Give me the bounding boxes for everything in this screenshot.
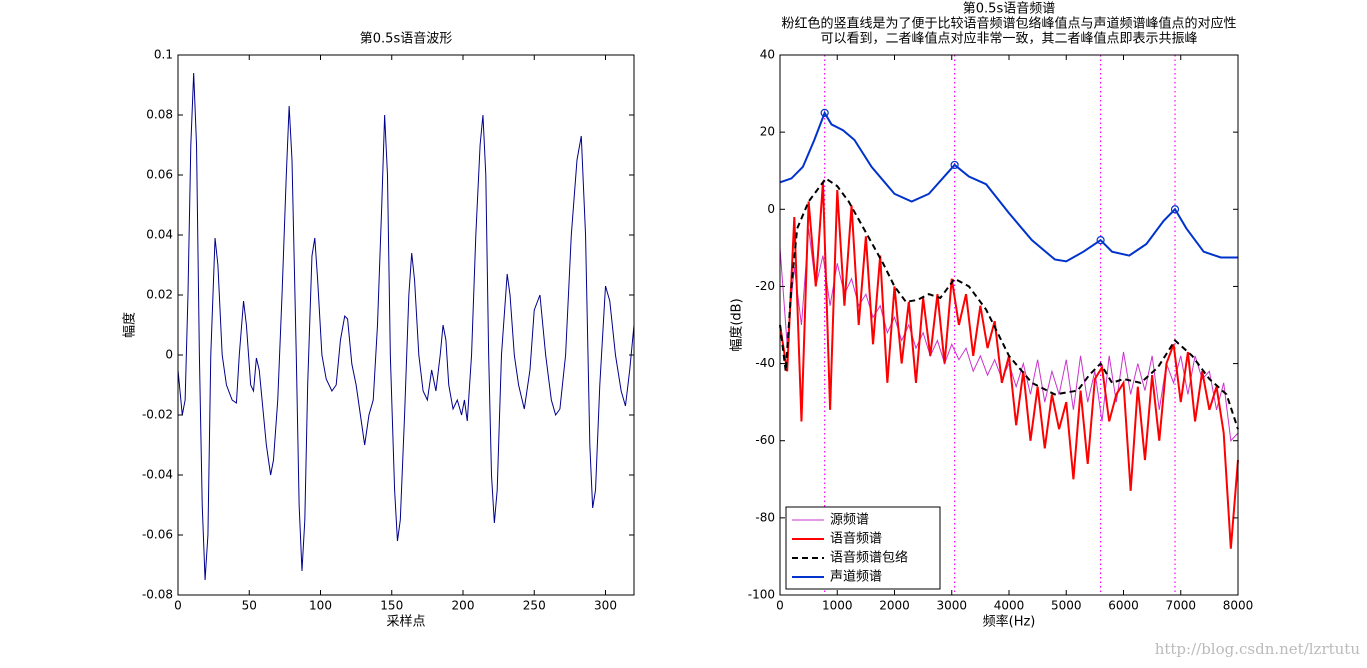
y-tick-label: 20 (760, 125, 775, 139)
watermark: http://blog.csdn.net/lzrtutu (1155, 640, 1361, 658)
y-tick-label: 0.04 (146, 228, 173, 242)
chart-title: 粉红色的竖直线是为了便于比较语音频谱包络峰值点与声道频谱峰值点的对应性 (781, 16, 1236, 32)
peak-marker (1170, 205, 1180, 214)
y-tick-label: 0 (165, 348, 173, 362)
plot-area (178, 55, 634, 595)
y-tick-label: 0 (767, 202, 775, 216)
x-tick-label: 7000 (1165, 599, 1196, 613)
x-tick-label: 8000 (1223, 599, 1254, 613)
y-tick-label: 0.1 (154, 48, 173, 62)
legend-label: 语音频谱包络 (830, 550, 908, 566)
x-tick-label: 200 (452, 599, 475, 613)
y-tick-label: -100 (748, 588, 775, 602)
x-axis-label: 采样点 (386, 615, 425, 630)
x-tick-label: 4000 (994, 599, 1025, 613)
x-tick-label: 50 (242, 599, 257, 613)
y-tick-label: -0.04 (142, 468, 173, 482)
x-tick-label: 250 (523, 599, 546, 613)
chart-title: 第0.5s语音频谱 (963, 1, 1055, 17)
plot-area (780, 55, 1238, 595)
x-axis-label: 频率(Hz) (983, 614, 1036, 630)
y-tick-label: 0.06 (146, 168, 173, 182)
y-tick-label: -0.02 (142, 408, 173, 422)
y-tick-label: -40 (755, 356, 775, 370)
x-tick-label: 0 (776, 599, 784, 613)
peak-marker (950, 160, 959, 170)
x-tick-label: 100 (309, 599, 332, 613)
y-axis-label: 幅度(dB) (729, 298, 745, 351)
x-tick-label: 6000 (1108, 599, 1139, 613)
y-tick-label: -0.08 (142, 588, 173, 602)
x-tick-label: 3000 (936, 599, 967, 613)
axes-frame (177, 54, 635, 596)
peak-marker (1096, 236, 1105, 245)
x-tick-label: 0 (174, 599, 182, 613)
peak-marker (820, 108, 829, 117)
legend-label: 源频谱 (830, 513, 869, 528)
x-tick-label: 300 (594, 599, 617, 613)
x-tick-label: 5000 (1051, 599, 1082, 613)
chart-title: 第0.5s语音波形 (360, 31, 452, 47)
series-line (779, 177, 1239, 430)
y-tick-label: 0.02 (146, 288, 173, 302)
series-line (177, 72, 635, 581)
x-tick-label: 1000 (822, 599, 853, 613)
x-tick-label: 2000 (879, 599, 910, 613)
y-tick-label: -20 (755, 279, 775, 293)
y-tick-label: -80 (755, 510, 775, 524)
y-tick-label: 0.08 (146, 108, 173, 122)
y-tick-label: -0.06 (142, 528, 173, 542)
y-axis-label: 幅度 (122, 312, 138, 338)
legend-label: 语音频谱 (830, 531, 882, 547)
legend-box (785, 506, 941, 590)
x-tick-label: 150 (380, 599, 403, 613)
y-tick-label: 40 (760, 48, 775, 62)
chart-title: 可以看到，二者峰值点对应非常一致，其二者峰值点即表示共振峰 (820, 31, 1197, 47)
y-tick-label: -60 (755, 433, 775, 447)
legend-label: 声道频谱 (830, 570, 882, 585)
series-line (779, 110, 1238, 263)
